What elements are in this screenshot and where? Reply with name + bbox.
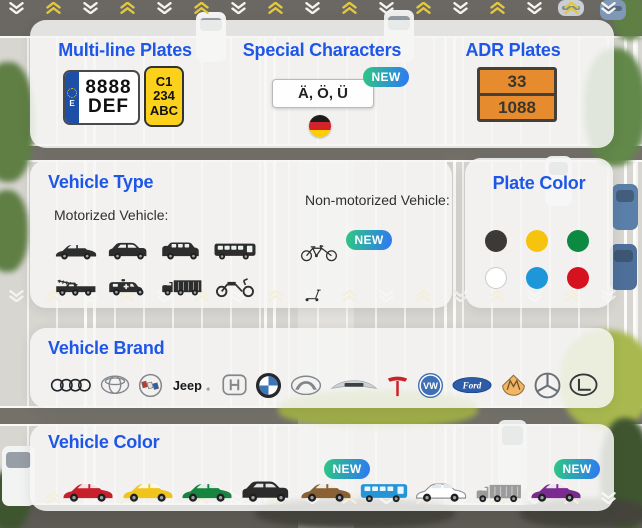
- new-badge: NEW: [363, 67, 409, 87]
- tree: [0, 62, 34, 182]
- adr-code-bottom: 1088: [498, 97, 536, 117]
- brand-logo-honda: [221, 374, 247, 396]
- plate-color-swatch-yellow: [526, 230, 548, 252]
- brand-logo-astonmartin: [330, 379, 378, 391]
- vehicle-brand-title: Vehicle Brand: [48, 338, 165, 358]
- background-element: [8, 2, 617, 14]
- eu-license-plate: E 8888 DEF: [63, 70, 140, 125]
- vehicle-yellow-sedan: [120, 478, 176, 504]
- background-car: [612, 184, 638, 230]
- new-badge: NEW: [324, 458, 370, 479]
- vehicle-color-row: NEW NEW: [60, 458, 600, 504]
- plate-color-swatch-white: [485, 267, 507, 289]
- vehicle-green-sedan: [179, 478, 235, 504]
- vehicle-color-card: Vehicle Color NEW NEW: [30, 424, 614, 511]
- adr-plates-title: ADR Plates: [465, 40, 561, 60]
- vehicle-purple-sedan: NEW: [528, 458, 600, 504]
- bicycle-icon: [298, 226, 340, 262]
- multiline-plates-title: Multi-line Plates: [58, 40, 192, 60]
- vehicle-white-sedan: [413, 478, 469, 504]
- motorized-label: Motorized Vehicle:: [54, 207, 169, 223]
- yellow-plate-line3: ABC: [149, 102, 179, 118]
- adr-code-top: 33: [480, 70, 554, 96]
- eu-plate-line2: DEF: [88, 95, 129, 117]
- truck-icon: [156, 262, 208, 298]
- fire-truck-icon: [50, 262, 102, 298]
- eu-plate-text: 8888 DEF: [79, 72, 138, 123]
- brand-logo-tesla: [386, 374, 409, 397]
- yellow-plate-line2: 234: [153, 88, 175, 104]
- background-element: [0, 408, 642, 424]
- new-badge: NEW: [554, 458, 600, 479]
- yellow-license-plate: C1 234 ABC: [144, 66, 184, 127]
- vehicle-black-suv: [239, 478, 295, 504]
- svg-text:Jeep: Jeep: [173, 378, 202, 393]
- germany-flag-icon: [309, 115, 331, 137]
- motorcycle-icon: [209, 262, 261, 298]
- yellow-plate-line1: C1: [155, 74, 173, 90]
- eu-stars-icon: [67, 87, 77, 98]
- brand-logo-maybach: [501, 374, 526, 397]
- eu-plate-line1: 8888: [85, 76, 132, 98]
- special-characters-plate: Ä, Ö, Ü: [272, 79, 374, 108]
- brand-logo-volkswagen: VW: [417, 372, 444, 399]
- eu-country-letter: E: [69, 98, 75, 108]
- plate-color-swatch-black: [485, 230, 507, 252]
- plate-color-card: Plate Color: [465, 158, 613, 308]
- vehicle-gray-truck: [473, 480, 525, 504]
- brand-logo-audi: [50, 377, 92, 393]
- vehicle-brand-card: Vehicle Brand Jeep ® VW Ford: [30, 328, 614, 408]
- brand-logo-toyota: [100, 375, 130, 395]
- background-car: [610, 244, 637, 290]
- brand-logo-mercedesbenz: [534, 372, 561, 399]
- non-motorized-label: Non-motorized Vehicle:: [305, 192, 450, 208]
- special-characters-title: Special Characters: [242, 40, 402, 60]
- vehicle-color-title: Vehicle Color: [48, 432, 160, 452]
- svg-text:VW: VW: [423, 380, 438, 390]
- tree: [612, 0, 642, 40]
- brand-logo-mazda: [290, 375, 322, 396]
- svg-text:®: ®: [207, 386, 211, 392]
- vehicle-red-sedan: [60, 478, 116, 504]
- plates-card: Multi-line Plates Special Characters ADR…: [30, 20, 614, 148]
- vehicle-blue-bus: [358, 480, 410, 504]
- svg-text:Ford: Ford: [462, 380, 482, 390]
- sedan-icon: [50, 226, 102, 262]
- brand-logo-row: Jeep ® VW Ford: [50, 366, 598, 404]
- vehicle-type-card: Vehicle Type Motorized Vehicle: Non-moto…: [30, 160, 452, 308]
- ambulance-icon: [103, 262, 155, 298]
- van-icon: [156, 226, 208, 262]
- adr-plate: 33 1088: [477, 67, 557, 122]
- background-car: [600, 0, 626, 20]
- background-car: [558, 0, 584, 16]
- brand-logo-lexus: [569, 373, 598, 397]
- plate-color-swatch-red: [567, 267, 589, 289]
- brand-logo-ford: Ford: [452, 376, 492, 394]
- plate-color-swatch-blue: [526, 267, 548, 289]
- plate-color-swatch-green: [567, 230, 589, 252]
- suv-icon: [103, 226, 155, 262]
- kick-scooter-icon: [304, 266, 340, 302]
- brand-logo-jeep: Jeep ®: [171, 378, 213, 393]
- brand-logo-buick: [138, 373, 163, 398]
- vehicle-brown-sedan: NEW: [298, 458, 370, 504]
- tree: [0, 190, 28, 272]
- new-badge: NEW: [346, 230, 392, 250]
- vehicle-type-title: Vehicle Type: [48, 172, 154, 192]
- plate-color-title: Plate Color: [492, 173, 586, 193]
- plate-color-swatches: [485, 230, 589, 289]
- motorized-vehicle-icons: [50, 226, 261, 298]
- brand-logo-bmw: [255, 372, 282, 399]
- tree: [0, 470, 30, 528]
- special-characters-text: Ä, Ö, Ü: [297, 85, 348, 102]
- non-motorized-vehicle-icons: [298, 226, 340, 302]
- eu-blue-band: E: [65, 72, 79, 123]
- bus-icon: [209, 226, 261, 262]
